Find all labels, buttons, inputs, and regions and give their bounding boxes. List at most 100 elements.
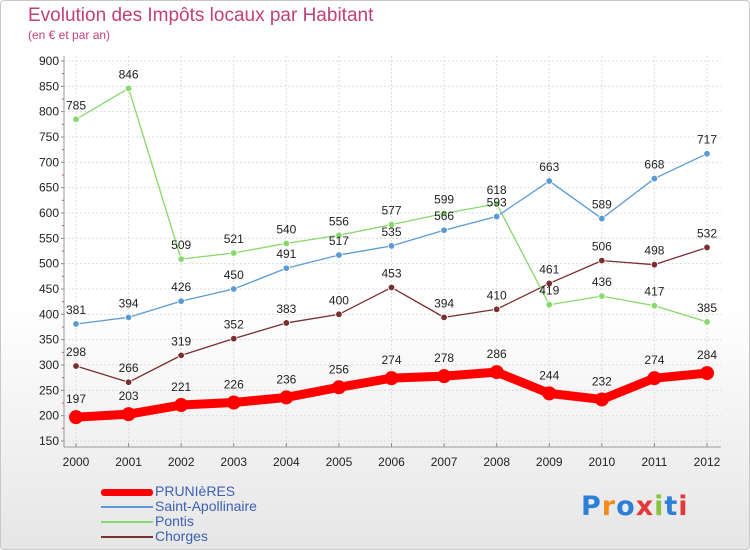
- y-tick-label: 150: [39, 434, 59, 448]
- data-label: 785: [66, 98, 86, 112]
- data-label: 197: [66, 392, 86, 406]
- data-label: 461: [539, 262, 559, 276]
- data-point: [69, 410, 83, 425]
- data-label: 400: [329, 293, 349, 307]
- data-label: 410: [487, 288, 507, 302]
- y-tick-label: 800: [39, 105, 59, 119]
- data-label: 417: [644, 285, 664, 299]
- data-label: 266: [119, 361, 139, 375]
- legend-label: Pontis: [155, 513, 194, 529]
- axes: 150 200 250 300 350 400 450 500 550 600 650 700 750 8…: [39, 54, 721, 469]
- data-point: [650, 260, 659, 269]
- data-point: [384, 371, 399, 386]
- data-point: [387, 242, 396, 250]
- y-tick-label: 900: [39, 54, 59, 68]
- data-label: 450: [224, 268, 244, 282]
- y-tick-label: 750: [39, 130, 59, 144]
- y-tick-label: 350: [39, 333, 59, 347]
- data-point: [335, 251, 343, 259]
- data-label: 419: [539, 284, 559, 298]
- y-tick-label: 300: [39, 358, 59, 372]
- logo-letter: o: [616, 491, 636, 522]
- legend-label: Chorges: [155, 528, 208, 544]
- data-point: [124, 84, 133, 93]
- data-label: 319: [171, 334, 191, 348]
- data-label: 244: [539, 368, 559, 382]
- data-label: 221: [171, 380, 191, 394]
- chart-subtitle: (en € et par an): [28, 28, 111, 42]
- data-point: [492, 200, 501, 208]
- x-tick-label: 2007: [431, 455, 458, 469]
- x-tick-label: 2000: [63, 455, 90, 469]
- y-tick-label: 550: [39, 231, 59, 245]
- data-label: 203: [119, 389, 139, 403]
- data-point: [335, 310, 343, 319]
- data-point: [387, 283, 396, 292]
- x-tick-label: 2001: [115, 455, 142, 469]
- logo-letter: r: [601, 491, 617, 522]
- data-label: 394: [434, 296, 454, 310]
- data-point: [650, 174, 659, 183]
- legend-swatch: [101, 488, 153, 496]
- data-point: [594, 392, 609, 407]
- legend-swatch: [101, 536, 153, 538]
- data-label: 381: [66, 303, 86, 317]
- x-tick-label: 2011: [642, 455, 668, 469]
- data-point: [230, 249, 238, 257]
- data-point: [598, 256, 606, 265]
- data-point: [230, 334, 238, 343]
- data-label: 589: [592, 198, 612, 212]
- data-label: 521: [224, 232, 244, 246]
- logo-letter: P: [581, 491, 602, 522]
- x-tick-label: 2004: [273, 455, 300, 469]
- chart-title: Evolution des Impôts locaux par Habitant: [28, 5, 374, 26]
- data-label: 286: [487, 347, 507, 361]
- data-point: [72, 362, 80, 370]
- x-tick-label: 2010: [588, 455, 615, 469]
- y-tick-label: 650: [39, 181, 59, 195]
- data-label: 453: [381, 266, 401, 280]
- legend-label: PRUNIèRES: [155, 483, 236, 499]
- x-tick-label: 2003: [220, 455, 247, 469]
- data-point: [492, 212, 501, 221]
- data-label: 846: [119, 67, 139, 81]
- legend-label: Saint-Apollinaire: [155, 498, 257, 514]
- data-point: [545, 279, 553, 288]
- data-label: 383: [276, 302, 296, 316]
- data-point: [331, 380, 346, 395]
- data-point: [279, 390, 294, 405]
- y-tick-label: 450: [39, 282, 59, 296]
- legend-swatch: [101, 506, 153, 508]
- data-point: [124, 313, 133, 322]
- data-label: 256: [329, 362, 349, 376]
- data-label: 717: [697, 133, 717, 147]
- data-point: [174, 398, 189, 413]
- data-point: [177, 351, 185, 360]
- logo-letter: i: [654, 491, 665, 522]
- data-label: 394: [119, 296, 139, 310]
- data-label: 618: [487, 183, 507, 197]
- data-label: 668: [644, 158, 664, 172]
- proxiti-logo: Proxiti: [581, 491, 689, 522]
- legend-swatch: [101, 521, 153, 523]
- data-label: 506: [592, 240, 612, 254]
- data-label: 226: [224, 377, 244, 391]
- logo-letter: x: [635, 491, 655, 522]
- y-tick-label: 250: [39, 383, 59, 397]
- data-label: 540: [276, 222, 296, 236]
- data-point: [177, 255, 185, 263]
- data-label: 236: [276, 372, 296, 386]
- data-label: 509: [171, 238, 191, 252]
- series-group: [69, 84, 714, 425]
- data-label: 593: [487, 196, 507, 210]
- data-point: [124, 378, 133, 386]
- data-point: [177, 297, 185, 305]
- data-label: 663: [539, 160, 559, 174]
- data-label: 352: [224, 318, 244, 332]
- data-point: [489, 365, 504, 380]
- logo-letter: t: [664, 491, 679, 522]
- data-point: [72, 320, 80, 328]
- x-tick-label: 2009: [536, 455, 563, 469]
- y-tick-label: 200: [39, 409, 59, 423]
